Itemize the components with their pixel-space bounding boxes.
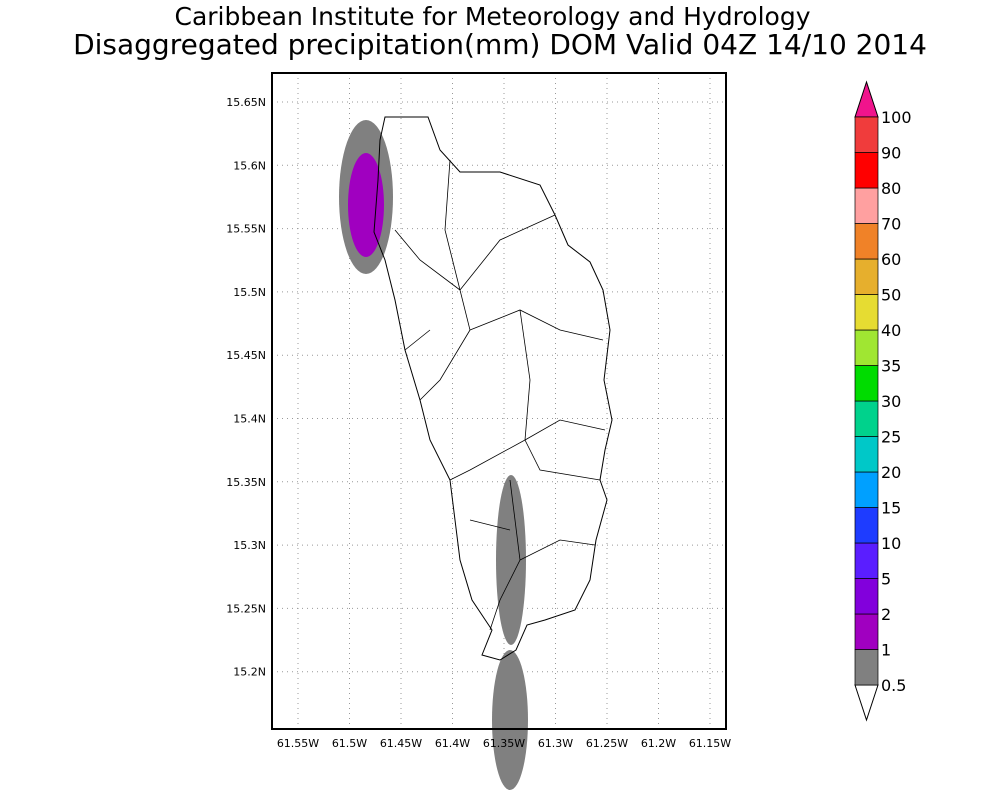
colorbar-label: 0.5	[881, 676, 906, 695]
colorbar-label: 90	[881, 144, 901, 163]
precip-area-gray-south2	[492, 650, 528, 790]
lon-tick-label: 61.55W	[277, 737, 319, 750]
lat-tick-label: 15.2N	[233, 666, 266, 679]
colorbar-label: 2	[881, 605, 891, 624]
lat-tick-label: 15.6N	[233, 159, 266, 172]
colorbar-segment	[854, 400, 879, 437]
lon-tick-label: 61.3W	[538, 737, 573, 750]
lat-tick-label: 15.35N	[226, 476, 266, 489]
colorbar-label: 5	[881, 570, 891, 589]
colorbar-label: 50	[881, 286, 901, 305]
colorbar-segment	[854, 507, 879, 544]
lat-tick-label: 15.45N	[226, 349, 266, 362]
colorbar-label: 80	[881, 179, 901, 198]
colorbar-under-arrow	[854, 684, 879, 722]
colorbar-label: 10	[881, 534, 901, 553]
colorbar-segment	[854, 542, 879, 579]
lat-tick-label: 15.3N	[233, 539, 266, 552]
colorbar-label: 20	[881, 463, 901, 482]
colorbar-label: 15	[881, 499, 901, 518]
lat-tick-label: 15.4N	[233, 413, 266, 426]
colorbar-segment	[854, 258, 879, 295]
colorbar-segment	[854, 471, 879, 508]
precip-shading	[339, 120, 528, 790]
colorbar-segment	[854, 613, 879, 650]
lon-tick-label: 61.2W	[641, 737, 676, 750]
colorbar-label: 100	[881, 108, 912, 127]
colorbar-label: 25	[881, 428, 901, 447]
colorbar-segment	[854, 578, 879, 615]
colorbar-label: 30	[881, 392, 901, 411]
river-network	[394, 159, 606, 631]
lon-tick-label: 61.35W	[483, 737, 525, 750]
lon-tick-label: 61.5W	[332, 737, 367, 750]
precip-area-gray-south	[496, 475, 526, 645]
colorbar-segment	[854, 116, 879, 153]
colorbar-label: 40	[881, 321, 901, 340]
lat-tick-label: 15.25N	[226, 602, 266, 615]
colorbar-segment	[854, 649, 879, 686]
gridlines	[272, 73, 726, 729]
map-frame	[271, 72, 727, 730]
colorbar-label: 60	[881, 250, 901, 269]
colorbar-over-arrow	[854, 80, 879, 118]
colorbar-segment	[854, 152, 879, 189]
lat-tick-label: 15.5N	[233, 286, 266, 299]
colorbar-segment	[854, 223, 879, 260]
precip-area-purple-north	[348, 153, 384, 257]
lat-tick-label: 15.65N	[226, 96, 266, 109]
colorbar-segment	[854, 436, 879, 473]
lon-tick-label: 61.25W	[586, 737, 628, 750]
colorbar-segment	[854, 294, 879, 331]
colorbar-label: 70	[881, 215, 901, 234]
colorbar-segment	[854, 365, 879, 402]
axis-ticks: 15.65N 15.6N 15.55N 15.5N 15.45N 15.4N 15.35N 1…	[226, 96, 731, 750]
colorbar-label: 35	[881, 357, 901, 376]
lat-tick-label: 15.55N	[226, 223, 266, 236]
colorbar-label: 1	[881, 641, 891, 660]
dominica-island-outline	[373, 116, 613, 661]
colorbar-segment	[854, 329, 879, 366]
colorbar-segment	[854, 187, 879, 224]
title-institute: Caribbean Institute for Meteorology and …	[174, 2, 811, 31]
title-product: Disaggregated precipitation(mm) DOM Vali…	[73, 28, 927, 61]
lon-tick-label: 61.15W	[689, 737, 731, 750]
lon-tick-label: 61.45W	[380, 737, 422, 750]
lon-tick-label: 61.4W	[435, 737, 470, 750]
